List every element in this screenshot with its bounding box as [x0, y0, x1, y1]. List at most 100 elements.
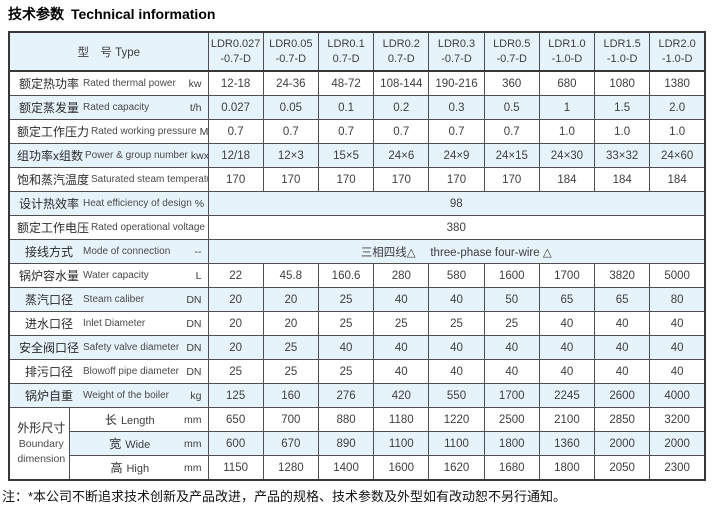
row-unit: mm: [184, 413, 202, 426]
model-name-line2: -1.0-D: [661, 52, 693, 65]
value-cell: 80: [649, 287, 706, 312]
model-name-line2: -0.7-D: [275, 52, 307, 65]
value-cell: 0.7: [428, 119, 485, 144]
table-row: 设计热效率 Heat efficiency of design% 98: [8, 191, 706, 216]
row-label-en: Rated capacity: [83, 102, 150, 113]
model-header-cell: LDR0.027 -0.7-D: [207, 31, 264, 72]
value-cell: 65: [538, 287, 596, 312]
value-cell: 2245: [538, 383, 596, 408]
value-cell: 1100: [373, 431, 430, 456]
table-row: 接线方式 Mode of connection -- 三相四线△ three-phas…: [8, 239, 706, 264]
value-cell: 1800: [483, 431, 540, 456]
model-header-cell: LDR1.0 -1.0-D: [538, 31, 596, 72]
value-cell: 40: [538, 335, 596, 360]
row-label: 长 Length mm: [70, 411, 207, 428]
model-header-cell: LDR0.1 0.7-D: [317, 31, 375, 72]
value-cell: 0.7: [262, 119, 319, 144]
row-label-cell: 排污口径 Blowoff pipe diameter DN: [8, 359, 209, 384]
value-cell: 25: [373, 311, 430, 336]
model-header-cell: LDR2.0 -1.0-D: [649, 31, 706, 72]
value-cell: 1600: [373, 455, 430, 481]
table-row: 高 High mm 1150 1280 1400 1600 1620 1680 1800 2050 2…: [9, 455, 706, 481]
value-cell: 1600: [483, 263, 540, 288]
value-cell: 0.7: [207, 119, 264, 144]
value-cell: 25: [262, 359, 319, 384]
value-cell: 1800: [538, 455, 596, 481]
model-name-line2: -0.7-D: [220, 52, 251, 65]
value-cell: 2500: [483, 407, 540, 432]
value-cell: 12-18: [207, 70, 264, 96]
row-label-zh: 长: [104, 413, 117, 427]
value-cell: 680: [538, 70, 596, 96]
value-cell: 670: [262, 431, 319, 456]
table-row: 蒸汽口径 Steam caliber DN 20 20 25 40 40 50 65 65 80: [8, 287, 706, 312]
value-cell: 125: [207, 383, 264, 408]
page-title-en: Technical information: [71, 6, 216, 22]
value-cell: 33×32: [594, 143, 651, 168]
row-unit: kg: [190, 389, 202, 402]
value-cell: 0.1: [317, 95, 375, 120]
value-cell: 1360: [538, 431, 596, 456]
value-cell: 24-36: [262, 70, 319, 96]
value-cell: 20: [207, 311, 264, 336]
row-label-cell: 安全阀口径 Safety valve diameter DN: [8, 335, 209, 360]
value-cell: 1220: [428, 407, 485, 432]
footnote: 注：*本公司不断追求技术创新及产品改进，产品的规格、技术参数及外型如有改动恕不另…: [2, 489, 567, 504]
row-label: 安全阀口径 Safety valve diameter DN: [10, 339, 207, 356]
row-label-cell: 锅炉自重 Weight of the boiler kg: [8, 383, 209, 408]
row-label-en: Rated operational voltage: [91, 222, 205, 233]
value-cell: 108-144: [373, 70, 430, 96]
value-cell: 360: [483, 70, 540, 96]
value-cell: 550: [428, 383, 485, 408]
row-label-en: Length: [120, 415, 155, 427]
row-label-zh: 设计热效率: [18, 197, 79, 211]
value-cell: 1180: [373, 407, 430, 432]
row-label-zh: 组功率x组数: [17, 149, 84, 163]
merged-value-cell: 三相四线△ three-phase four-wire △: [207, 239, 706, 264]
row-label-cell: 接线方式 Mode of connection --: [8, 239, 209, 264]
value-cell: 0.2: [373, 95, 430, 120]
value-cell: 40: [594, 311, 651, 336]
value-cell: 1280: [262, 455, 319, 481]
row-unit: t/h: [189, 101, 202, 114]
row-label-zh: 额定热功率: [18, 77, 79, 91]
row-label-zh: 额定工作压力: [17, 125, 90, 139]
spec-table: 型 号 Type LDR0.027 -0.7-D LDR0.05 -0.7-D LDR0.…: [8, 31, 706, 481]
value-cell: 40: [483, 335, 540, 360]
value-cell: 280: [373, 263, 430, 288]
value-cell: 160: [262, 383, 319, 408]
value-cell: 40: [428, 287, 485, 312]
row-label: 锅炉容水量 Water capacity L: [10, 267, 207, 284]
value-cell: 184: [649, 167, 706, 192]
row-label-en: Power & group number: [85, 150, 188, 161]
row-label: 额定热功率 Rated thermal power kw: [10, 75, 207, 92]
value-cell: 48-72: [317, 70, 375, 96]
model-name-line1: LDR1.0: [548, 38, 586, 51]
value-cell: 20: [207, 287, 264, 312]
value-cell: 40: [428, 335, 485, 360]
row-label-cell: 额定蒸发量 Rated capacity t/h: [8, 95, 209, 120]
value-cell: 1.0: [538, 119, 596, 144]
table-row: 排污口径 Blowoff pipe diameter DN 25 25 25 40 40 40 4…: [8, 359, 706, 384]
spec-table-body: 型 号 Type LDR0.027 -0.7-D LDR0.05 -0.7-D LDR0.…: [8, 31, 706, 481]
row-label-en: Steam caliber: [83, 294, 145, 305]
value-cell: 3820: [594, 263, 651, 288]
value-cell: 3200: [649, 407, 706, 432]
value-cell: 40: [594, 359, 651, 384]
value-cell: 184: [538, 167, 596, 192]
value-cell: 25: [317, 287, 375, 312]
value-cell: 2000: [649, 431, 706, 456]
row-unit: L: [195, 269, 202, 282]
row-unit: DN: [186, 341, 202, 354]
model-header-cell: LDR0.05 -0.7-D: [262, 31, 319, 72]
value-cell: 40: [594, 335, 651, 360]
row-label-zh: 蒸汽口径: [24, 293, 73, 307]
value-cell: 40: [428, 359, 485, 384]
table-row: 安全阀口径 Safety valve diameter DN 20 25 40 40 40 40…: [8, 335, 706, 360]
row-label-zh: 安全阀口径: [18, 341, 79, 355]
value-cell: 2300: [649, 455, 706, 481]
table-row: 锅炉容水量 Water capacity L 22 45.8 160.6 280 580 160…: [8, 263, 706, 288]
row-label-en: Inlet Diameter: [83, 318, 146, 329]
